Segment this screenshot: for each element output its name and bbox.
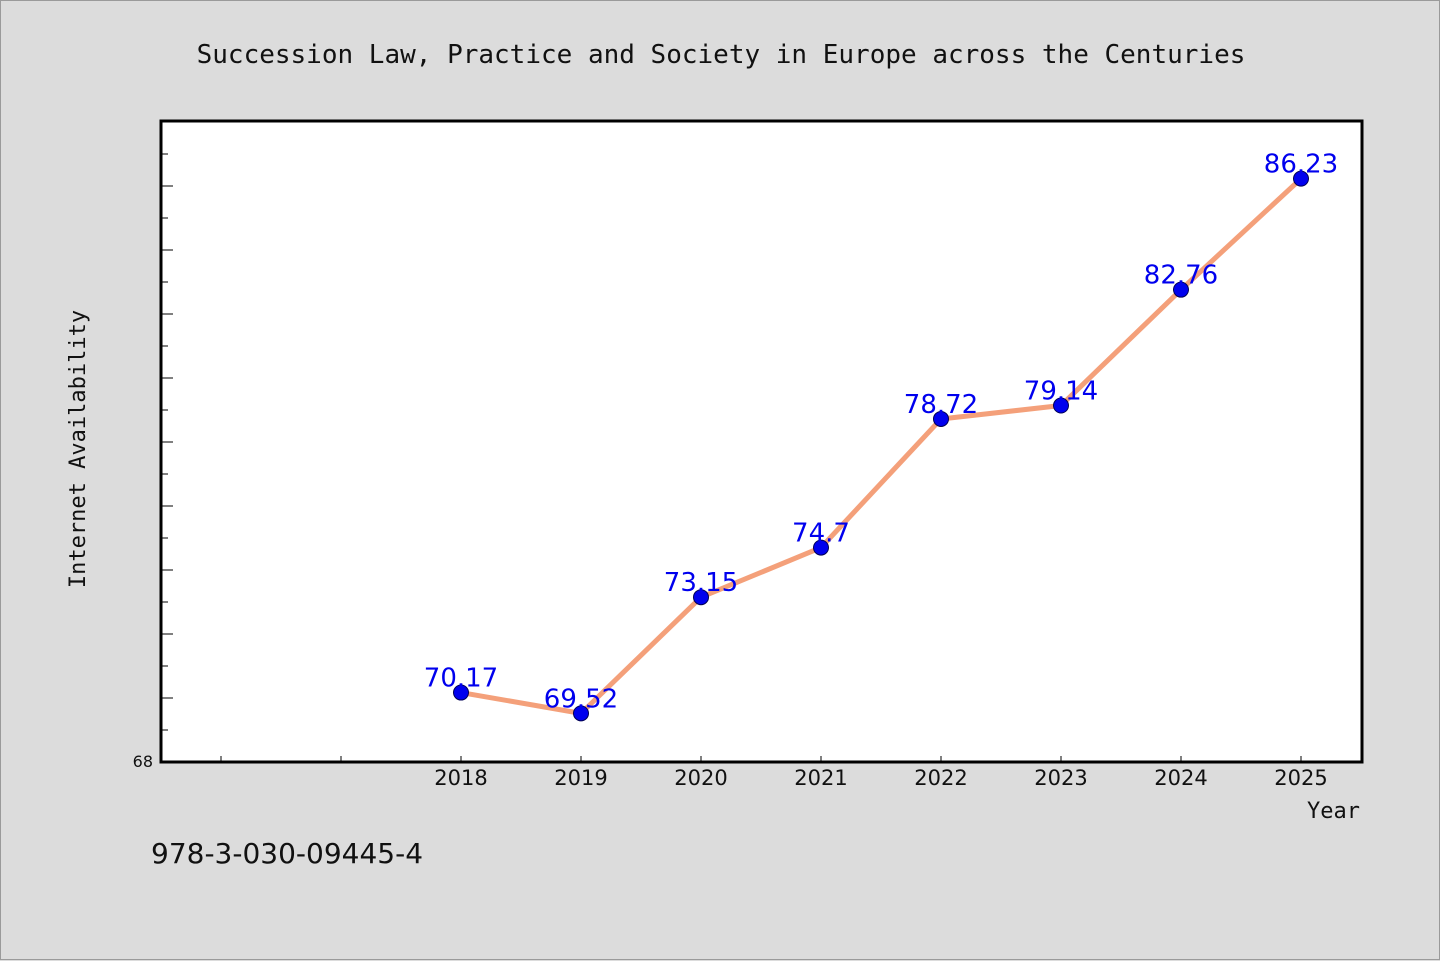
data-label: 73.15 <box>664 568 738 598</box>
x-tick-label: 2023 <box>1034 766 1087 790</box>
data-label: 86.23 <box>1264 150 1338 180</box>
data-point <box>1173 281 1189 298</box>
data-label: 78.72 <box>904 390 978 420</box>
x-tick-label: 2019 <box>554 766 607 790</box>
x-tick-label: 2022 <box>914 766 967 790</box>
data-point <box>693 589 709 606</box>
chart-title: Succession Law, Practice and Society in … <box>197 40 1246 70</box>
x-tick-label: 2025 <box>1274 766 1327 790</box>
plot-area <box>159 119 1364 764</box>
series-data-labels: 70.17 69.52 73.15 74.7 78.72 79.14 82.76 86.23 <box>424 150 1338 715</box>
data-label: 70.17 <box>424 664 498 694</box>
data-point <box>1293 170 1309 187</box>
series-line <box>460 176 1303 716</box>
x-axis-tick-labels: 2018 2019 2020 2021 2022 2023 2024 2025 <box>434 766 1327 790</box>
series-markers <box>453 170 1309 722</box>
x-tick-label: 2024 <box>1154 766 1207 790</box>
data-label: 82.76 <box>1144 261 1218 291</box>
data-label: 79.14 <box>1024 377 1098 407</box>
x-tick-label: 2020 <box>674 766 727 790</box>
data-point <box>933 410 949 427</box>
y-axis-title: Internet Availability <box>66 310 91 588</box>
x-tick-label: 2021 <box>794 766 847 790</box>
x-axis-title: Year <box>1307 799 1360 824</box>
data-label: 74.7 <box>792 519 850 549</box>
x-axis-ticks <box>220 756 1302 762</box>
x-tick-label: 2018 <box>434 766 487 790</box>
data-point <box>1053 397 1069 414</box>
data-point <box>453 684 469 701</box>
footer-isbn: 978-3-030-09445-4 <box>151 837 423 870</box>
series-group: 70.17 69.52 73.15 74.7 78.72 79.14 82.76 86.23 <box>424 150 1338 722</box>
y-axis-ticks <box>161 153 173 763</box>
data-point <box>813 539 829 556</box>
y-axis-min-label: 68 <box>133 752 153 771</box>
data-point <box>573 705 589 722</box>
data-label: 69.52 <box>544 684 618 714</box>
